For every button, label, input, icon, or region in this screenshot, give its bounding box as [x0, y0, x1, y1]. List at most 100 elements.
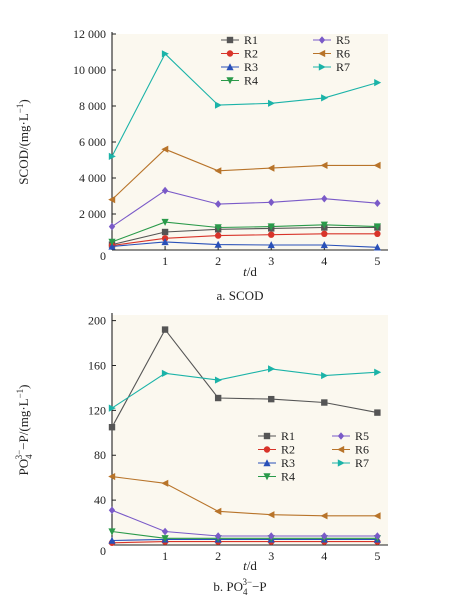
point-R7-day4: [321, 94, 329, 102]
y-axis-label: PO43−−P/(mg·L−1): [14, 384, 34, 475]
series-R6: [108, 472, 381, 520]
x-tick-label: 5: [374, 549, 380, 563]
x-tick-label: 2: [215, 254, 221, 268]
point-R5-day5: [374, 532, 381, 540]
legend-item-R2: R2: [221, 47, 258, 61]
x-axis-label: t/d: [243, 558, 257, 573]
point-R2-day3: [268, 231, 275, 238]
chart-caption: a. SCOD: [217, 288, 264, 303]
series-line-R4: [111, 530, 378, 539]
point-R1-day1: [161, 326, 169, 333]
y-tick-label: 6 000: [79, 135, 106, 149]
x-tick-label: 0: [100, 544, 106, 558]
point-R4-day0: [108, 238, 116, 246]
series-R4: [108, 218, 381, 246]
point-R6-day0: [108, 472, 116, 481]
point-R2-day2: [214, 232, 222, 239]
legend-item-R7: R7: [332, 456, 369, 470]
legend-label: R1: [244, 33, 258, 47]
x-tick-label: 3: [268, 254, 274, 268]
point-R6-day1: [161, 145, 169, 153]
y-tick-label: 120: [88, 403, 106, 417]
point-R5-day3: [268, 532, 275, 540]
legend-label: R1: [281, 429, 295, 443]
point-R6-day3: [267, 511, 275, 519]
legend-label: R7: [355, 456, 369, 470]
legend-item-R6: R6: [313, 47, 350, 61]
point-R3-day0: [108, 242, 116, 250]
legend-item-R6: R6: [332, 443, 369, 457]
y-tick-label: 10 000: [73, 63, 106, 77]
legend-item-R4: R4: [258, 470, 295, 484]
series-R5: [108, 186, 381, 231]
y-tick-label: 4 000: [79, 171, 106, 185]
y-tick-label: 200: [88, 314, 106, 328]
point-R3-day1: [161, 238, 169, 246]
point-R3-day2: [214, 240, 222, 248]
series-R3: [108, 238, 381, 251]
point-R6-day1: [161, 479, 169, 487]
point-R7-day1: [161, 369, 169, 377]
legend-marker-R7: [318, 63, 326, 71]
plot-area: [112, 34, 388, 250]
legend-marker-R1: [263, 432, 271, 440]
series-line-R6: [111, 476, 378, 517]
chart-a: 2 000 4 000 6 000 8 000 10 000 12 000 0 1 2 3 4 5 t/…: [15, 27, 388, 303]
chart-caption: b. PO43−−P: [213, 577, 266, 597]
point-R6-day5: [373, 161, 381, 169]
y-tick-label: 12 000: [73, 27, 106, 41]
legend-label: R5: [355, 429, 369, 443]
point-R6-day5: [373, 512, 381, 520]
point-R6-day2: [214, 167, 222, 175]
y-tick-label: 80: [94, 448, 106, 462]
point-R6-day4: [320, 512, 328, 520]
point-R4-day1: [161, 218, 169, 226]
legend-item-R3: R3: [258, 456, 295, 470]
point-R1-day1: [161, 228, 169, 236]
legend-item-R5: R5: [313, 33, 350, 47]
x-tick-label: 1: [162, 549, 168, 563]
legend-marker-R6: [337, 445, 345, 454]
x-tick-label: 1: [162, 254, 168, 268]
point-R2-day4: [321, 230, 328, 237]
point-R1-day2: [214, 394, 222, 402]
legend-label: R4: [281, 470, 295, 484]
point-R6-day0: [108, 196, 116, 204]
point-R7-day4: [321, 371, 329, 380]
x-tick-label: 4: [321, 254, 327, 268]
legend-label: R4: [244, 74, 258, 88]
point-R4-day3: [267, 223, 275, 231]
series-R7: [108, 50, 382, 160]
legend-label: R2: [244, 47, 258, 61]
legend-marker-R4: [263, 473, 271, 481]
legend-marker-R7: [337, 459, 345, 467]
series-line-R5: [111, 509, 378, 537]
series-line-R7: [111, 368, 378, 409]
y-tick-label: 160: [88, 358, 106, 372]
point-R7-day3: [268, 99, 276, 107]
point-R5-day5: [374, 199, 381, 207]
series-R7: [108, 365, 382, 412]
plot-area: [112, 315, 388, 545]
legend-label: R2: [281, 443, 295, 457]
point-R7-day5: [374, 368, 382, 376]
point-R7-day2: [214, 376, 222, 384]
point-R3-day3: [267, 241, 275, 249]
legend-item-R2: R2: [258, 443, 295, 457]
point-R4-day1: [161, 535, 169, 543]
legend-marker-R2: [263, 446, 271, 453]
point-R5-day0: [108, 222, 116, 231]
point-R5-day2: [214, 200, 222, 208]
point-R4-day5: [373, 223, 381, 231]
point-R6-day3: [267, 164, 275, 172]
y-axis-label: SCOD/(mg·L−1): [15, 99, 31, 184]
series-line-R7: [111, 52, 378, 157]
point-R3-day0: [108, 536, 116, 544]
series-line-R4: [111, 221, 378, 243]
point-R6-day2: [214, 507, 222, 515]
legend-item-R1: R1: [221, 33, 258, 47]
legend-item-R7: R7: [313, 60, 350, 74]
legend-item-R4: R4: [221, 74, 258, 88]
